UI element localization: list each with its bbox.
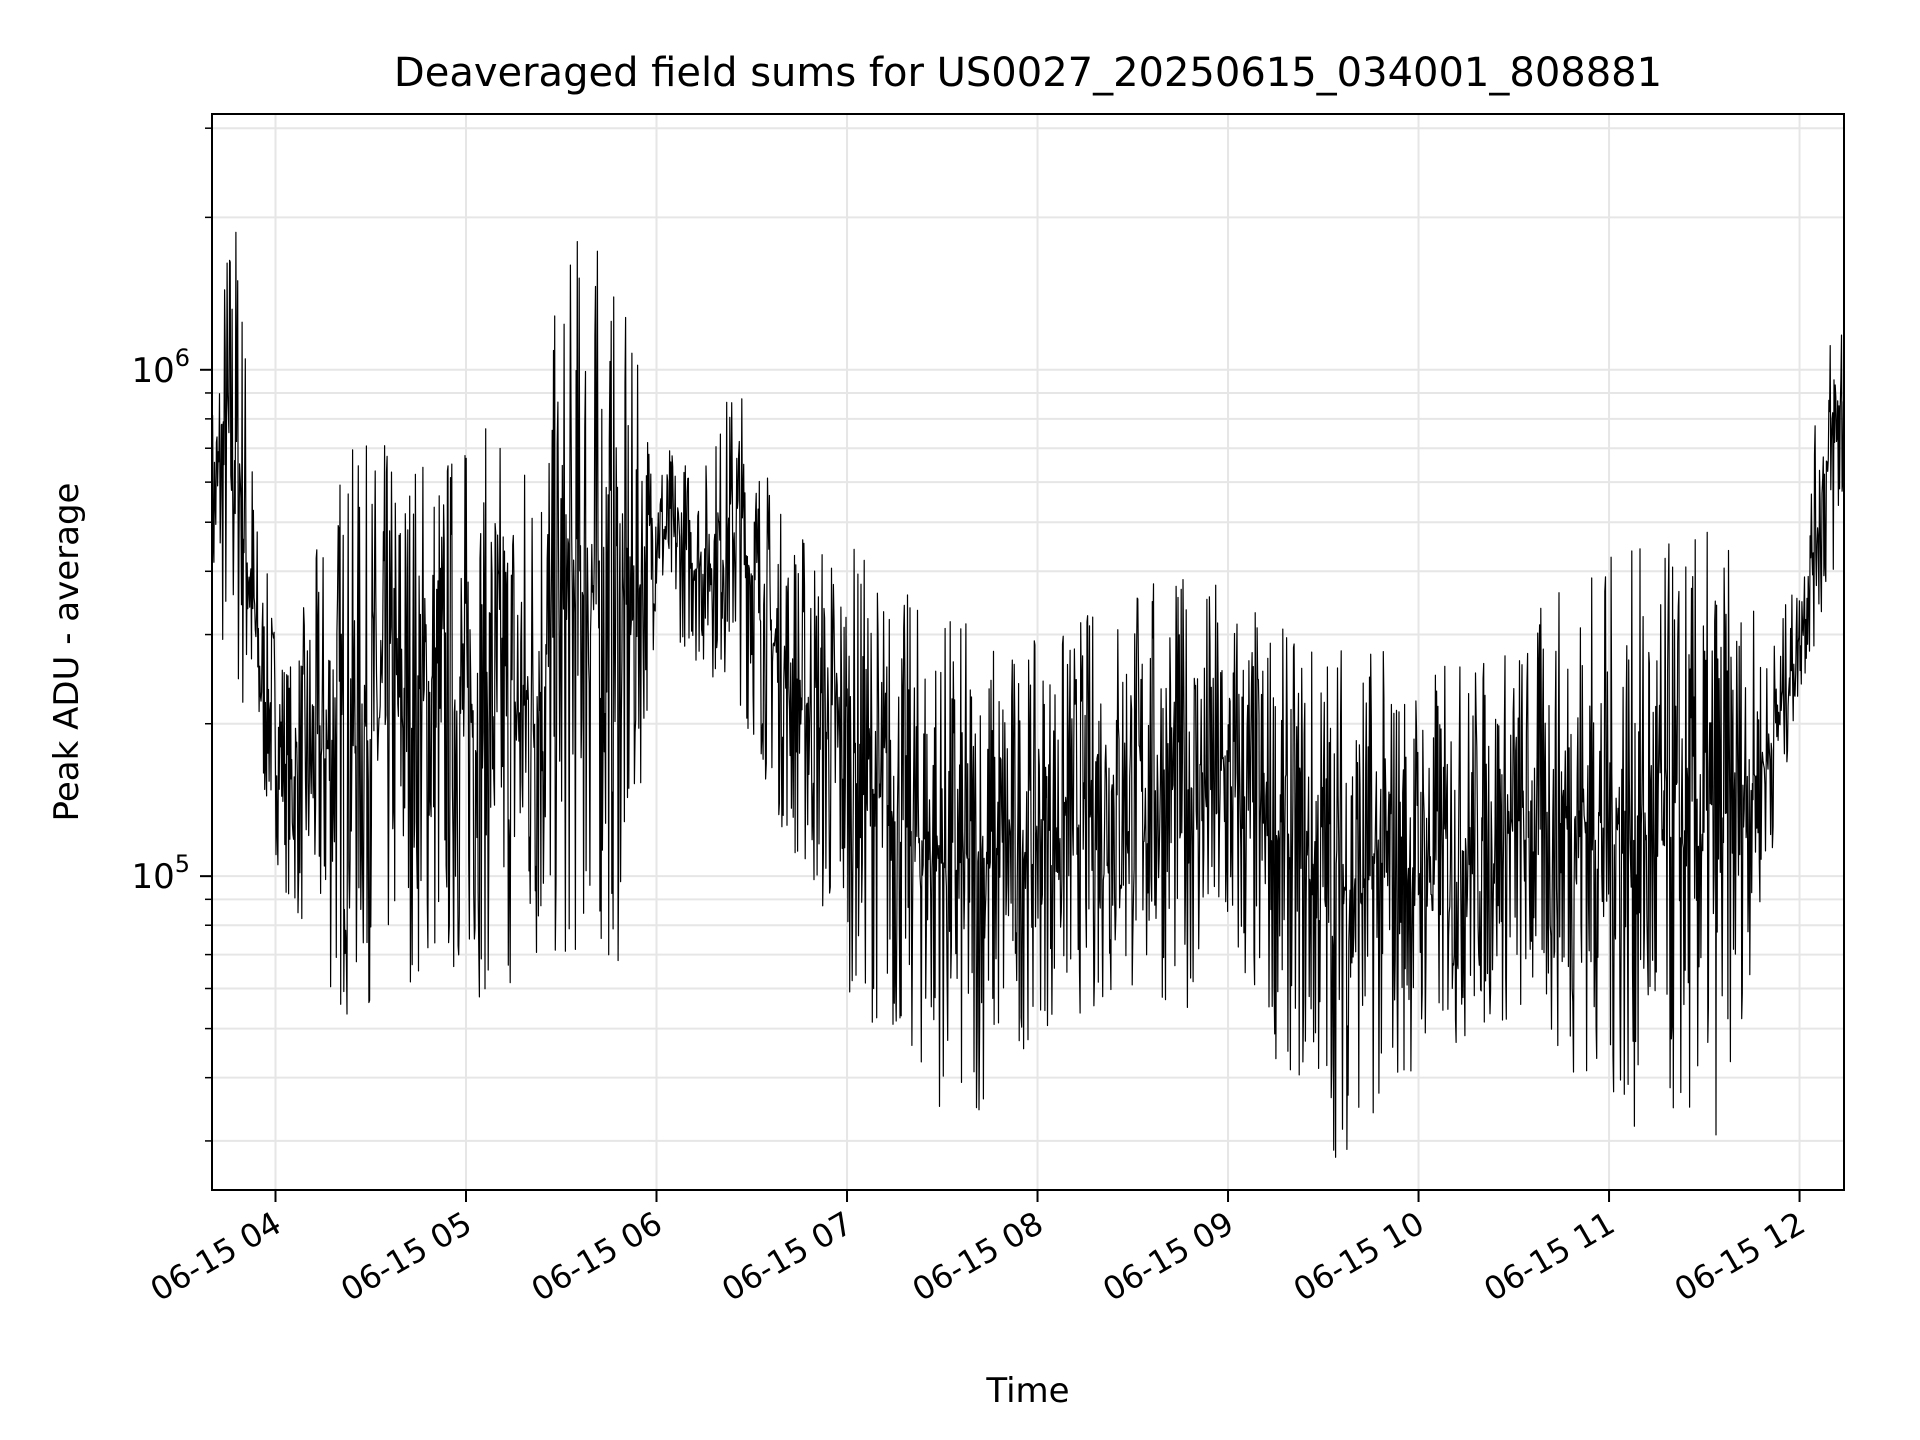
series-path bbox=[211, 231, 1845, 1158]
y-tick-label: 105 bbox=[131, 850, 190, 897]
x-axis-label: Time bbox=[985, 1371, 1069, 1411]
series-line bbox=[211, 231, 1845, 1158]
y-axis: 105 106 bbox=[131, 127, 212, 1142]
chart-title: Deaveraged field sums for US0027_2025061… bbox=[394, 50, 1662, 96]
plot-frame bbox=[211, 113, 1845, 1191]
y-tick-label: 106 bbox=[131, 344, 190, 391]
y-axis-label: Peak ADU - average bbox=[47, 483, 87, 822]
